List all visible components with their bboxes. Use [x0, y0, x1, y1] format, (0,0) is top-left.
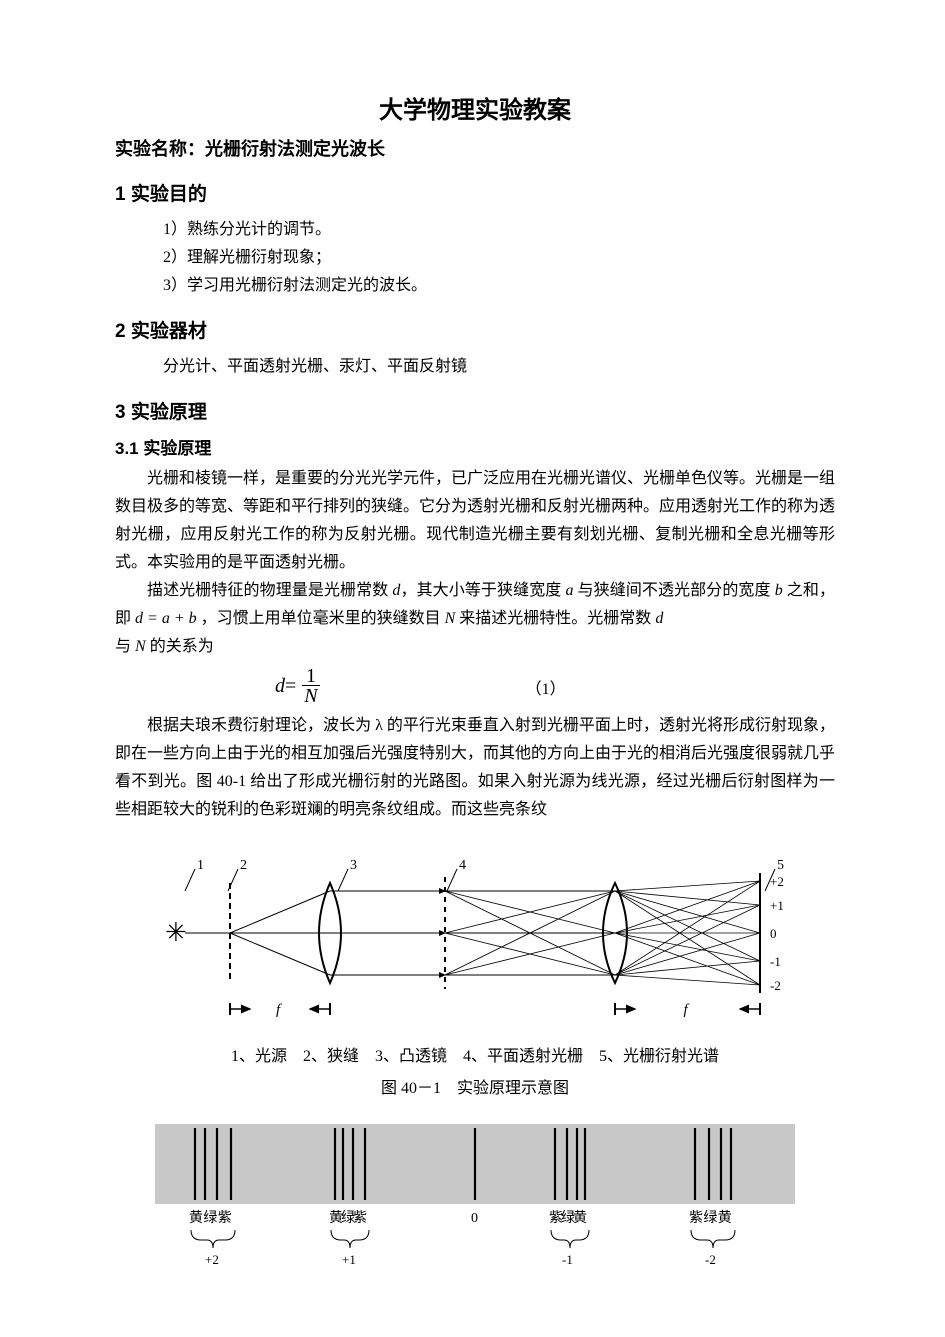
- figure-spectrum: 黄绿紫+2黄绿紫+10紫绿黄-1紫绿黄-2: [135, 1114, 815, 1274]
- svg-text:-2: -2: [770, 978, 781, 993]
- equation-1: d = 1 N （1）: [115, 667, 835, 706]
- txt: ，习惯上用单位毫米里的狭缝数目: [197, 610, 445, 627]
- txt: 与: [115, 638, 135, 655]
- svg-text:绿: 绿: [703, 1210, 717, 1226]
- experiment-name: 实验名称：光栅衍射法测定光波长: [115, 135, 835, 161]
- svg-text:紫: 紫: [218, 1210, 232, 1226]
- svg-text:1: 1: [197, 858, 204, 873]
- svg-text:黄: 黄: [718, 1209, 732, 1226]
- txt: 与狭缝间不透光部分的宽度: [573, 582, 774, 599]
- fig1-caption: 图 40－1 实验原理示意图: [115, 1076, 835, 1102]
- svg-text:+2: +2: [770, 874, 784, 889]
- svg-text:5: 5: [777, 858, 784, 873]
- inline-eq: d = a + b: [135, 610, 197, 627]
- svg-text:4: 4: [459, 858, 466, 873]
- eq1-num: 1: [302, 667, 320, 686]
- svg-text:+2: +2: [205, 1252, 219, 1267]
- svg-text:3: 3: [350, 858, 357, 873]
- svg-text:-1: -1: [562, 1252, 573, 1267]
- svg-text:黄: 黄: [573, 1209, 587, 1226]
- var-d2: d: [655, 610, 663, 627]
- s1-item-3: 3）学习用光栅衍射法测定光的波长。: [115, 272, 835, 300]
- svg-text:-1: -1: [770, 954, 781, 969]
- section-3-heading: 3 实验原理: [115, 397, 835, 424]
- svg-text:绿: 绿: [203, 1210, 217, 1226]
- doc-title: 大学物理实验教案: [115, 90, 835, 125]
- section-1-heading: 1 实验目的: [115, 179, 835, 206]
- svg-text:0: 0: [770, 926, 777, 941]
- svg-text:+1: +1: [770, 898, 784, 913]
- svg-text:-2: -2: [705, 1252, 716, 1267]
- svg-text:+1: +1: [342, 1252, 356, 1267]
- section-3-1-heading: 3.1 实验原理: [115, 434, 835, 459]
- var-N: N: [445, 610, 456, 627]
- s1-item-2: 2）理解光栅衍射现象；: [115, 244, 835, 272]
- svg-text:2: 2: [240, 858, 247, 873]
- eq1-fraction: 1 N: [300, 667, 321, 706]
- s1-item-1: 1）熟练分光计的调节。: [115, 216, 835, 244]
- s2-text: 分光计、平面透射光栅、汞灯、平面反射镜: [115, 353, 835, 381]
- fig1-parts-caption: 1、光源 2、狭缝 3、凸透镜 4、平面透射光栅 5、光栅衍射光谱: [115, 1044, 835, 1070]
- svg-text:紫: 紫: [353, 1210, 367, 1226]
- exp-name-label: 实验名称：: [115, 139, 205, 159]
- txt: 的关系为: [146, 638, 214, 655]
- eq1-lhs: d: [275, 675, 285, 698]
- s3-para-3: 根据夫琅禾费衍射理论，波长为 λ 的平行光束垂直入射到光栅平面上时，透射光将形成…: [115, 712, 835, 824]
- eq1-number: （1）: [526, 675, 566, 699]
- section-2-heading: 2 实验器材: [115, 316, 835, 343]
- exp-name-value: 光栅衍射法测定光波长: [205, 139, 385, 159]
- txt: 来描述光栅特性。光栅常数: [455, 610, 655, 627]
- s3-para-1: 光栅和棱镜一样，是重要的分光光学元件，已广泛应用在光栅光谱仪、光栅单色仪等。光栅…: [115, 465, 835, 577]
- eq1-equals: =: [285, 675, 296, 698]
- svg-text:0: 0: [471, 1211, 478, 1226]
- var-N2: N: [135, 638, 146, 655]
- svg-text:黄: 黄: [189, 1209, 203, 1226]
- svg-text:紫: 紫: [689, 1210, 703, 1226]
- s3-para-2: 描述光栅特征的物理量是光栅常数 d，其大小等于狭缝宽度 a 与狭缝间不透光部分的…: [115, 577, 835, 661]
- figure-40-1: ✳ 1 2 3 4 5+2 +1 0 -1 -2 f f: [135, 838, 815, 1038]
- svg-text:✳: ✳: [165, 918, 187, 947]
- txt: ，其大小等于狭缝宽度: [400, 582, 565, 599]
- svg-text:f: f: [684, 1002, 690, 1018]
- svg-text:f: f: [276, 1002, 282, 1018]
- txt: 描述光栅特征的物理量是光栅常数: [147, 582, 392, 599]
- var-b: b: [775, 582, 783, 599]
- eq1-den: N: [300, 686, 321, 706]
